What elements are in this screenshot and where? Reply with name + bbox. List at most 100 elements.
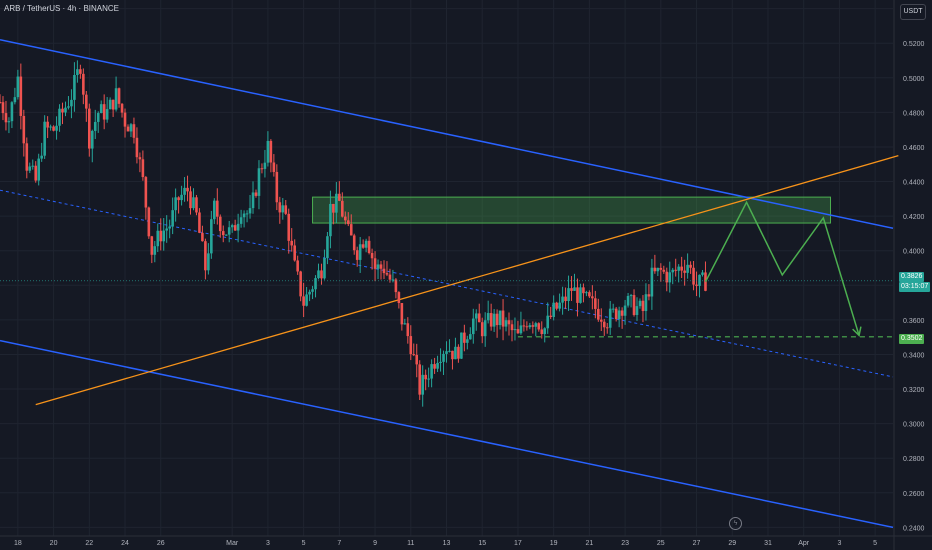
candle-body	[215, 200, 219, 217]
candle-body	[70, 99, 73, 107]
candle-body	[96, 113, 100, 122]
candle-body	[326, 236, 329, 259]
candle-body	[150, 236, 154, 255]
channel-upper-line	[0, 39, 894, 229]
candle-body	[382, 268, 386, 274]
candle-body	[120, 103, 124, 113]
candle-body	[400, 303, 404, 325]
candle-body	[192, 197, 195, 209]
currency-button[interactable]: USDT	[900, 4, 926, 20]
candle-body	[638, 300, 642, 307]
candle-body	[489, 313, 493, 327]
candle-body	[260, 168, 264, 170]
chart-title: ARB / TetherUS · 4h · BINANCE	[4, 4, 119, 13]
candle-body	[689, 264, 692, 268]
candle-body	[287, 213, 291, 241]
candle-body	[391, 279, 395, 281]
candle-body	[159, 230, 163, 242]
candle-body	[379, 264, 383, 269]
lightning-icon[interactable]: ϟ	[729, 517, 742, 530]
candle-body	[251, 192, 255, 209]
candle-body	[1, 102, 5, 114]
x-tick-label: 27	[693, 540, 701, 547]
candle-body	[692, 267, 695, 285]
candle-body	[102, 104, 106, 120]
x-tick-label: 11	[407, 540, 414, 547]
candle-body	[329, 203, 332, 237]
candle-body	[278, 202, 282, 213]
x-tick-label: Mar	[226, 540, 239, 547]
candle-body	[421, 374, 424, 395]
candle-body	[486, 313, 490, 321]
candle-body	[677, 266, 680, 271]
candle-body	[525, 326, 529, 328]
candle-body	[501, 310, 505, 327]
candle-body	[620, 310, 624, 316]
x-tick-label: 7	[337, 540, 341, 547]
candle-body	[4, 113, 8, 123]
candle-body	[534, 323, 538, 327]
candle-body	[504, 320, 508, 327]
candle-body	[108, 99, 112, 110]
candle-body	[430, 364, 433, 379]
candle-body	[361, 244, 365, 248]
candle-body	[34, 165, 38, 181]
candle-body	[406, 323, 410, 337]
x-tick-label: 24	[121, 540, 129, 547]
y-tick-label: 0.3200	[903, 387, 925, 394]
candle-body	[477, 313, 481, 323]
candle-body	[647, 294, 651, 297]
candle-body	[31, 165, 35, 167]
candle-body	[183, 187, 186, 195]
candle-body	[659, 267, 663, 270]
candle-body	[40, 155, 43, 159]
y-tick-label: 0.2400	[903, 525, 925, 532]
y-tick-label: 0.5200	[903, 41, 925, 48]
candle-body	[49, 126, 52, 128]
candle-body	[28, 166, 32, 171]
candle-body	[614, 308, 618, 320]
candle-body	[397, 292, 401, 304]
candle-body	[37, 158, 40, 181]
candle-body	[364, 240, 368, 248]
y-tick-label: 0.3600	[903, 318, 925, 325]
candle-body	[156, 230, 160, 247]
candle-body	[412, 354, 416, 356]
candle-body	[290, 240, 294, 246]
candle-body	[695, 284, 698, 286]
candle-body	[90, 130, 94, 149]
candle-body	[701, 272, 704, 275]
candle-body	[599, 319, 603, 322]
candle-body	[67, 106, 70, 108]
x-tick-label: 18	[14, 540, 22, 547]
candle-body	[546, 315, 550, 329]
candle-body	[61, 108, 64, 113]
candle-body	[180, 194, 183, 201]
candle-body	[111, 99, 115, 110]
candle-body	[88, 108, 91, 149]
candle-body	[177, 197, 180, 201]
candle-body	[394, 279, 398, 293]
candle-body	[76, 69, 79, 76]
candle-body	[480, 322, 484, 337]
candle-body	[570, 288, 573, 291]
candle-body	[445, 351, 448, 354]
candle-body	[549, 315, 552, 317]
candle-body	[266, 140, 270, 163]
candle-body	[528, 325, 532, 328]
candle-body	[349, 224, 353, 236]
candle-body	[463, 332, 466, 343]
candle-body	[451, 350, 454, 360]
candle-body	[320, 270, 323, 279]
candle-body	[367, 240, 371, 253]
candle-body	[186, 187, 189, 192]
candle-body	[540, 329, 544, 335]
candle-body	[686, 264, 689, 273]
candle-body	[227, 227, 231, 235]
candle-body	[674, 269, 678, 271]
candle-body	[52, 126, 55, 131]
candle-body	[564, 296, 567, 301]
x-tick-label: 26	[157, 540, 165, 547]
